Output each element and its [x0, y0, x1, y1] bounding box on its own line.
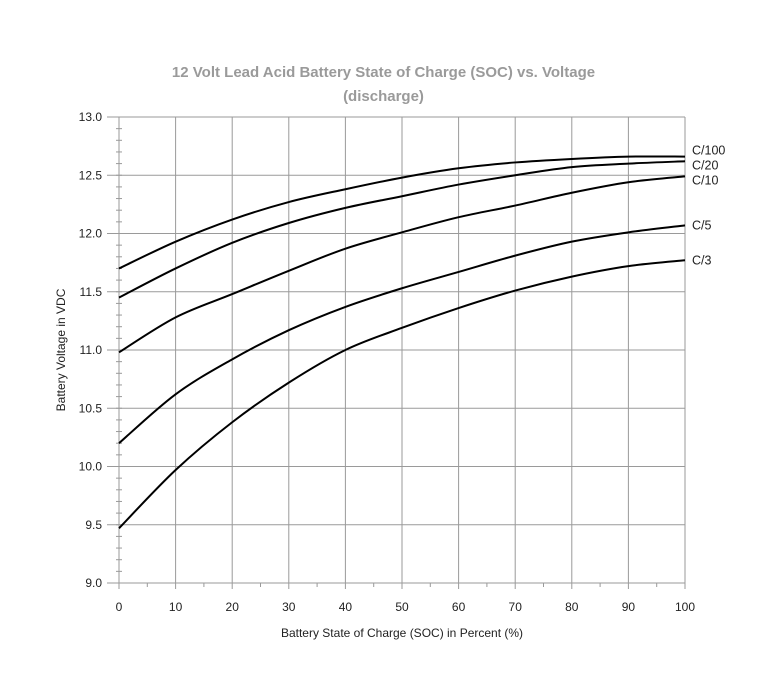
x-tick-label: 50 — [395, 600, 409, 614]
axis-ticks: 0 10 20 30 40 50 60 70 80 90 100 9.0 9.5 10.0 10.5 11.0… — [79, 110, 696, 614]
y-axis-title: Battery Voltage in VDC — [54, 288, 68, 411]
series-line — [118, 224, 686, 444]
y-tick-label: 12.0 — [79, 227, 103, 241]
x-tick-label: 40 — [339, 600, 353, 614]
series-label: C/100 — [692, 144, 725, 158]
series-label: C/10 — [692, 173, 718, 187]
x-tick-label: 0 — [116, 600, 123, 614]
y-tick-label: 12.5 — [79, 168, 103, 182]
y-tick-label: 13.0 — [79, 110, 103, 124]
y-tick-label: 10.5 — [79, 401, 103, 415]
series-line — [118, 175, 686, 354]
x-tick-label: 20 — [226, 600, 240, 614]
x-tick-label: 60 — [452, 600, 466, 614]
series-label: C/20 — [692, 158, 718, 172]
y-tick-label: 10.0 — [79, 460, 103, 474]
x-tick-label: 100 — [675, 600, 695, 614]
series-line — [118, 160, 686, 299]
series-lines — [118, 155, 686, 529]
y-tick-label: 11.0 — [80, 343, 103, 357]
series-line — [118, 155, 686, 270]
x-tick-label: 90 — [622, 600, 636, 614]
x-tick-label: 70 — [509, 600, 523, 614]
y-tick-label: 11.5 — [80, 285, 103, 299]
grid-lines — [107, 116, 686, 584]
series-line — [118, 259, 686, 529]
x-axis-title: Battery State of Charge (SOC) in Percent… — [281, 626, 523, 640]
x-tick-label: 30 — [282, 600, 296, 614]
x-tick-label: 10 — [169, 600, 183, 614]
chart-subtitle: (discharge) — [343, 88, 424, 105]
y-tick-label: 9.5 — [85, 518, 102, 532]
series-label: C/5 — [692, 218, 712, 232]
chart-title: 12 Volt Lead Acid Battery State of Charg… — [171, 64, 596, 81]
x-tick-label: 80 — [565, 600, 579, 614]
series-label: C/3 — [692, 253, 712, 267]
y-tick-label: 9.0 — [85, 576, 102, 590]
